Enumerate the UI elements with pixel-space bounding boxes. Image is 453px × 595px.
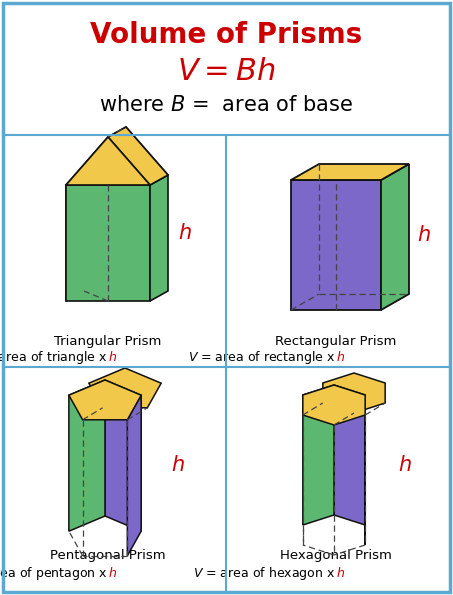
Polygon shape — [66, 185, 150, 301]
Text: $\mathit{V}$ = area of hexagon x: $\mathit{V}$ = area of hexagon x — [193, 565, 336, 581]
Text: $\mathit{V}$ = area of pentagon x: $\mathit{V}$ = area of pentagon x — [0, 565, 108, 581]
Text: $\it{V} = \it{B}\it{h}$: $\it{V} = \it{B}\it{h}$ — [177, 57, 275, 86]
Text: $\mathit{h}$: $\mathit{h}$ — [108, 566, 117, 580]
Polygon shape — [303, 385, 365, 425]
Text: Volume of Prisms: Volume of Prisms — [90, 21, 362, 49]
Text: Triangular Prism: Triangular Prism — [54, 334, 162, 347]
Polygon shape — [105, 380, 141, 531]
Text: $\mathit{h}$: $\mathit{h}$ — [336, 350, 345, 364]
Polygon shape — [84, 127, 168, 175]
Polygon shape — [66, 175, 84, 301]
Text: $\mathit{h}$: $\mathit{h}$ — [336, 566, 345, 580]
Polygon shape — [291, 180, 381, 310]
Polygon shape — [381, 164, 409, 310]
Text: where $\mathit{B}$ =  area of base: where $\mathit{B}$ = area of base — [99, 95, 353, 115]
Polygon shape — [334, 385, 365, 525]
Text: $\mathit{h}$: $\mathit{h}$ — [398, 455, 412, 475]
Polygon shape — [303, 385, 334, 525]
Text: $\mathit{h}$: $\mathit{h}$ — [108, 350, 117, 364]
Polygon shape — [150, 175, 168, 301]
Text: Rectangular Prism: Rectangular Prism — [275, 334, 397, 347]
Text: $\mathit{h}$: $\mathit{h}$ — [171, 455, 185, 475]
Polygon shape — [127, 395, 141, 556]
Polygon shape — [323, 373, 385, 413]
Polygon shape — [89, 368, 161, 408]
Polygon shape — [69, 380, 141, 420]
Text: $\mathit{h}$: $\mathit{h}$ — [178, 223, 192, 243]
Text: Pentagonal Prism: Pentagonal Prism — [50, 549, 166, 562]
Text: $\mathit{V}$ = area of triangle x: $\mathit{V}$ = area of triangle x — [0, 349, 108, 365]
Polygon shape — [66, 127, 126, 185]
Polygon shape — [66, 137, 150, 185]
Text: Hexagonal Prism: Hexagonal Prism — [280, 549, 392, 562]
Text: $\mathit{V}$ = area of rectangle x: $\mathit{V}$ = area of rectangle x — [188, 349, 336, 365]
Polygon shape — [291, 164, 409, 180]
Polygon shape — [108, 127, 168, 185]
Polygon shape — [69, 380, 105, 531]
Text: $\mathit{h}$: $\mathit{h}$ — [417, 225, 431, 245]
